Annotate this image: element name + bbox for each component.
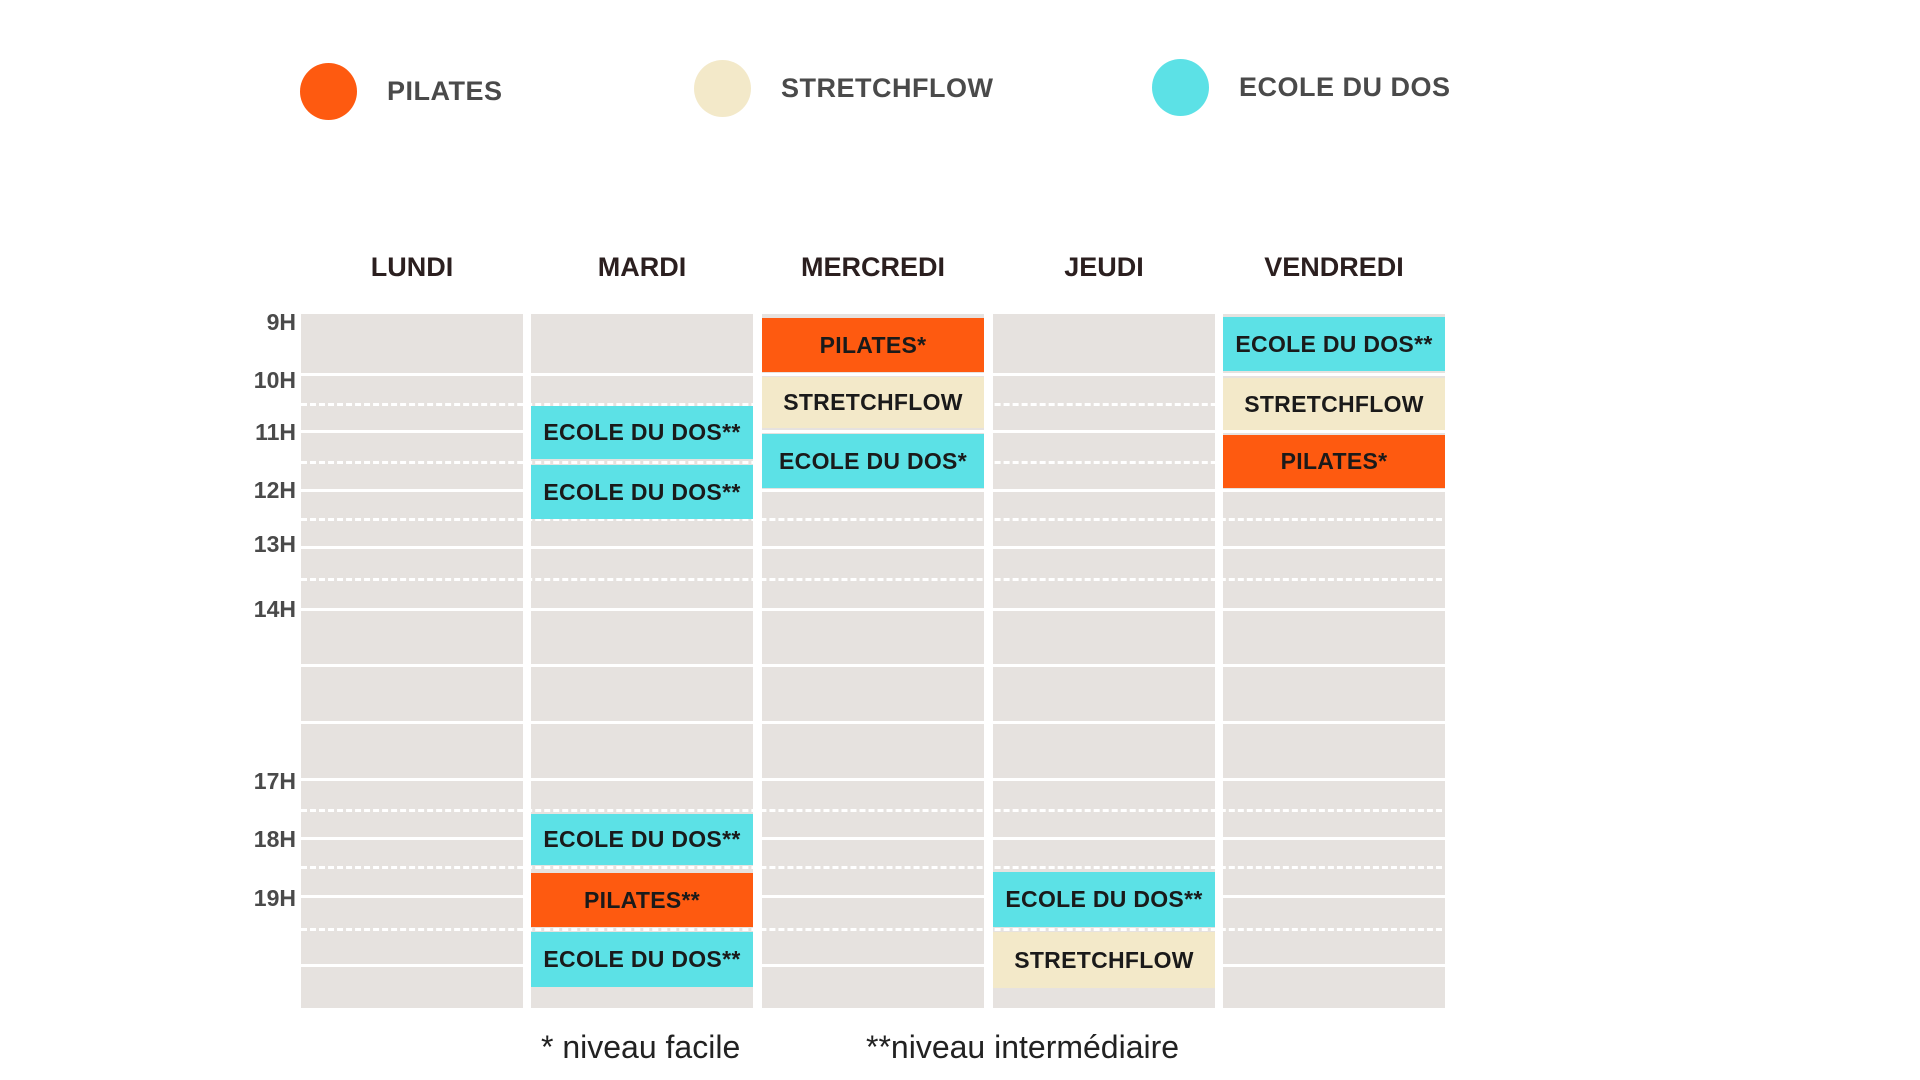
grid-dashed-line [301,518,1451,521]
event-vendredi-ecole-du-dos[interactable]: ECOLE DU DOS** [1223,317,1445,371]
grid-dashed-line [301,809,1451,812]
time-label-11h: 11H [255,419,296,445]
event-jeudi-stretchflow[interactable]: STRETCHFLOW [993,932,1215,988]
time-label-10h: 10H [253,367,296,393]
grid-line [301,837,1451,840]
event-mardi-ecole-du-dos[interactable]: ECOLE DU DOS** [531,406,753,459]
time-label-19h: 19H [253,885,296,911]
legend-stretchflow-dot [694,60,751,117]
legend-ecole-du-dos: ECOLE DU DOS [1152,59,1451,116]
day-header-lundi: LUNDI [370,252,454,282]
note-niveau-facile: * niveau facile [541,1029,741,1065]
grid-line [301,895,1451,898]
legend-pilates-label: PILATES [387,76,503,106]
grid-line [301,430,1451,433]
time-label-9h: 9H [266,309,296,335]
grid-dashed-line [301,578,1451,581]
event-mercredi-ecole-du-dos[interactable]: ECOLE DU DOS* [762,434,984,488]
note-niveau-intermediaire: **niveau intermédiaire [866,1029,1180,1065]
grid-line [301,608,1451,611]
day-header-vendredi: VENDREDI [1264,252,1404,282]
event-mardi-ecole-du-dos[interactable]: ECOLE DU DOS** [531,465,753,519]
event-mercredi-stretchflow[interactable]: STRETCHFLOW [762,377,984,428]
legend-ecole-du-dos-dot [1152,59,1209,116]
legend-stretchflow-label: STRETCHFLOW [781,73,994,103]
grid-line [301,373,1451,376]
time-label-17h: 17H [253,768,296,794]
day-header-mercredi: MERCREDI [800,252,945,282]
legend-pilates: PILATES [300,63,503,120]
legend-ecole-du-dos-label: ECOLE DU DOS [1239,72,1451,102]
event-mardi-pilates[interactable]: PILATES** [531,873,753,927]
day-header-jeudi: JEUDI [1064,252,1144,282]
legend-stretchflow: STRETCHFLOW [694,60,993,117]
event-vendredi-pilates[interactable]: PILATES* [1223,435,1445,488]
grid-column-lundi [301,314,523,1008]
time-label-12h: 12H [253,477,296,503]
event-mardi-ecole-du-dos[interactable]: ECOLE DU DOS** [531,932,753,987]
grid-line [301,964,1451,967]
grid-line [301,489,1451,492]
event-vendredi-stretchflow[interactable]: STRETCHFLOW [1223,378,1445,430]
grid-column-mercredi [762,314,984,1008]
day-header-mardi: MARDI [597,252,687,282]
event-jeudi-ecole-du-dos[interactable]: ECOLE DU DOS** [993,872,1215,927]
grid-line [301,778,1451,781]
time-label-18h: 18H [253,826,296,852]
grid-dashed-line [301,928,1451,931]
grid-line [301,721,1451,724]
event-mardi-ecole-du-dos[interactable]: ECOLE DU DOS** [531,814,753,865]
grid-line [301,546,1451,549]
time-label-13h: 13H [253,531,296,557]
grid-dashed-line [301,866,1451,869]
grid-line [301,664,1451,667]
event-mercredi-pilates[interactable]: PILATES* [762,318,984,372]
time-label-14h: 14H [253,596,296,622]
legend-pilates-dot [300,63,357,120]
